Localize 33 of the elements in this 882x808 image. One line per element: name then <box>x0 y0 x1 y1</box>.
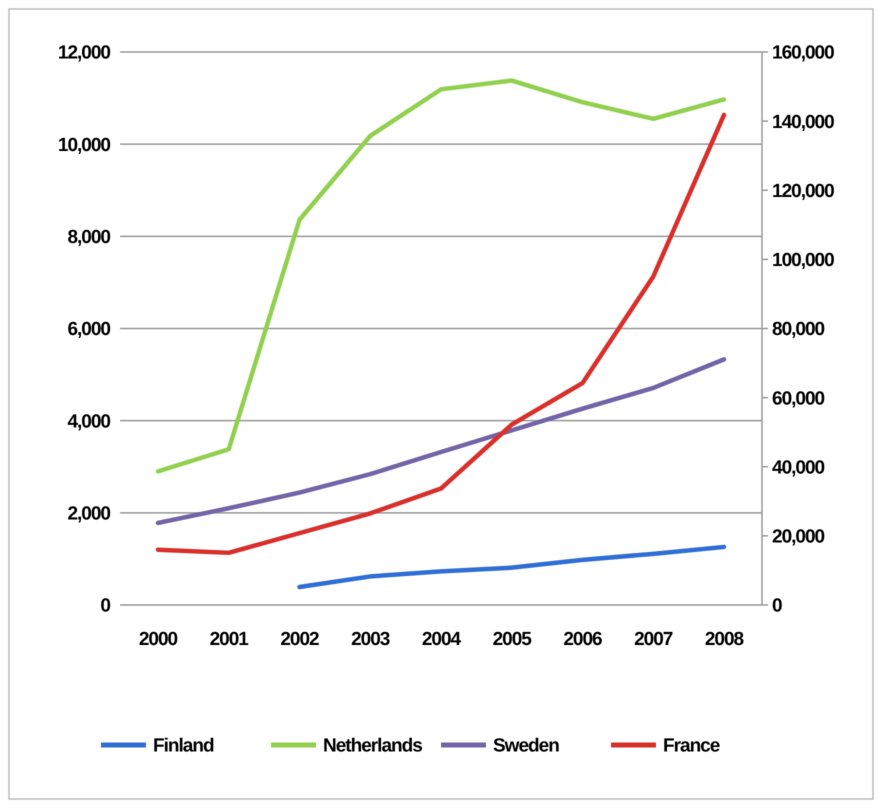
y-tick-label: 8,000 <box>67 226 110 248</box>
y2-tick-label: 80,000 <box>772 319 825 340</box>
x-tick-label: 2007 <box>634 629 673 650</box>
x-tick-label: 2008 <box>704 629 744 650</box>
y-tick-label: 2,000 <box>67 503 110 524</box>
line-series <box>156 112 726 556</box>
legend-label: France <box>663 736 720 757</box>
y2-tick-label: 100,000 <box>772 250 834 272</box>
x-tick-label: 2006 <box>563 629 602 650</box>
legend-label: Finland <box>153 736 214 757</box>
y2-tick-label: 0 <box>772 596 782 617</box>
line-series <box>156 78 726 474</box>
x-tick-label: 2002 <box>280 629 320 650</box>
y-tick-label: 4,000 <box>67 411 110 432</box>
line-series <box>297 544 726 590</box>
legend-label: Netherlands <box>323 736 422 757</box>
y2-tick-label: 20,000 <box>772 526 825 548</box>
y-tick-label: 6,000 <box>67 319 110 340</box>
x-tick-label: 2001 <box>210 629 250 650</box>
x-tick-label: 2005 <box>492 629 532 650</box>
x-tick-label: 2003 <box>351 629 390 650</box>
y-tick-label: 10,000 <box>58 134 110 156</box>
x-tick-label: 2004 <box>422 629 462 650</box>
y2-tick-label: 120,000 <box>772 180 834 202</box>
y2-tick-label: 60,000 <box>772 388 825 410</box>
legend-label: Sweden <box>493 736 560 757</box>
line-series <box>156 357 726 526</box>
y-tick-label: 12,000 <box>58 42 110 64</box>
y2-tick-label: 40,000 <box>772 457 825 478</box>
x-tick-label: 2000 <box>138 629 178 650</box>
y-tick-label: 0 <box>100 596 110 617</box>
y2-tick-label: 140,000 <box>772 112 834 133</box>
y2-tick-label: 160,000 <box>772 42 834 64</box>
